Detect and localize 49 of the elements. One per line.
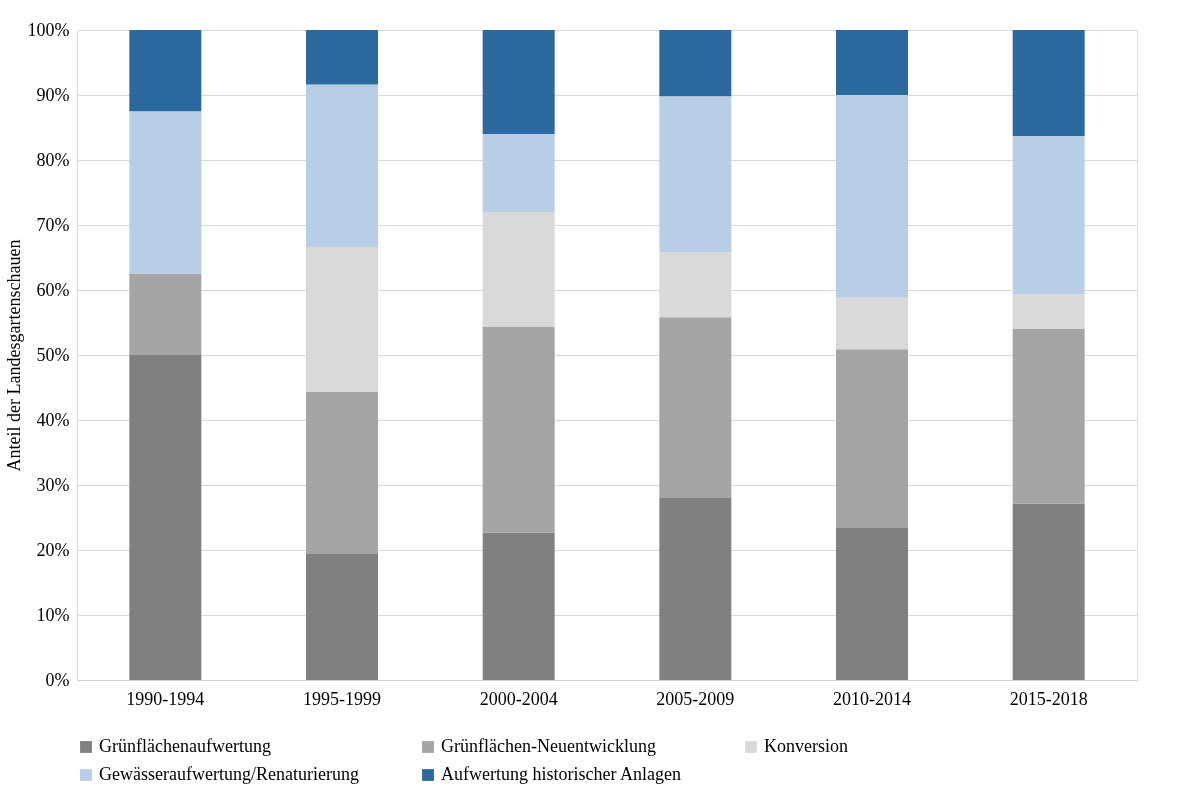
- y-tick-label: 80%: [36, 149, 70, 170]
- bar: [482, 532, 555, 680]
- bar: [482, 326, 555, 533]
- bar: [659, 30, 732, 97]
- y-tick-label: 10%: [36, 604, 70, 625]
- bar: [482, 30, 555, 134]
- bar: [836, 349, 908, 528]
- legend-label: Gewässeraufwertung/Renaturierung: [99, 764, 359, 784]
- bar: [659, 317, 732, 498]
- y-tick-label: 30%: [36, 474, 70, 495]
- x-tick-label: 1990-1994: [126, 688, 205, 709]
- x-tick-label: 2015-2018: [1009, 688, 1088, 709]
- bar: [1012, 503, 1085, 680]
- bar: [1012, 293, 1085, 329]
- y-tick-label: 20%: [36, 539, 70, 560]
- bar: [659, 498, 732, 680]
- bar: [836, 95, 908, 298]
- y-tick-label: 70%: [36, 214, 70, 235]
- bar: [1012, 329, 1085, 504]
- bar: [129, 111, 202, 274]
- y-tick-label: 40%: [36, 409, 70, 430]
- y-tick-label: 0%: [45, 669, 70, 690]
- bar: [129, 355, 202, 680]
- bar: [306, 391, 378, 554]
- legend-label: Aufwertung historischer Anlagen: [441, 764, 681, 784]
- bar: [1012, 30, 1085, 136]
- bar: [129, 273, 202, 355]
- y-tick-label: 50%: [36, 344, 70, 365]
- y-tick-label: 60%: [36, 279, 70, 300]
- y-axis-title: Anteil der Landesgartenschauen: [3, 239, 24, 472]
- y-tick-label: 100%: [27, 19, 70, 40]
- x-tick-label: 2010-2014: [833, 688, 911, 709]
- bar: [306, 84, 378, 248]
- bar: [306, 553, 378, 680]
- bar: [836, 527, 908, 680]
- bar: [836, 30, 908, 95]
- bar: [482, 134, 555, 212]
- x-tick-label: 1995-1999: [303, 688, 381, 709]
- x-tick-label: 2000-2004: [479, 688, 558, 709]
- bar: [306, 30, 378, 85]
- legend-label: Grünflächenaufwertung: [99, 736, 271, 756]
- x-tick-label: 2005-2009: [656, 688, 735, 709]
- bar: [1012, 135, 1085, 294]
- y-tick-label: 90%: [36, 84, 70, 105]
- legend-label: Konversion: [764, 736, 848, 756]
- bar: [836, 297, 908, 350]
- legend-label: Grünflächen-Neuentwicklung: [441, 736, 656, 756]
- bar: [659, 96, 732, 253]
- bar: [129, 30, 202, 112]
